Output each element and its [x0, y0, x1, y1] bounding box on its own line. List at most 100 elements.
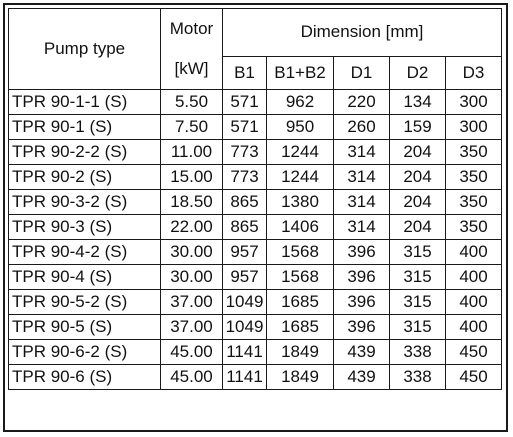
b1-b2-cell: 1685 — [266, 314, 334, 340]
b1-b2-cell: 1380 — [266, 189, 334, 215]
motor-cell: 37.00 — [160, 289, 223, 315]
b1-b2-cell: 1244 — [266, 164, 334, 190]
motor-cell: 45.00 — [160, 364, 223, 390]
b1-cell: 957 — [222, 239, 267, 265]
motor-cell: 11.00 — [160, 139, 223, 165]
table-row: TPR 90-1-1 (S) 5.50 571 962 220 134 300 — [8, 89, 502, 115]
d2-cell: 134 — [389, 89, 446, 115]
pump-type-cell: TPR 90-6-2 (S) — [8, 339, 161, 365]
b1-b2-cell: 1685 — [266, 289, 334, 315]
pump-type-cell: TPR 90-1 (S) — [8, 114, 161, 140]
d1-cell: 314 — [333, 164, 390, 190]
d1-cell: 439 — [333, 364, 390, 390]
motor-cell: 18.50 — [160, 189, 223, 215]
d1-cell: 314 — [333, 214, 390, 240]
d2-cell: 315 — [389, 239, 446, 265]
motor-cell: 22.00 — [160, 214, 223, 240]
table-body: TPR 90-1-1 (S) 5.50 571 962 220 134 300 TPR 90-… — [8, 89, 502, 390]
motor-cell: 5.50 — [160, 89, 223, 115]
d2-cell: 204 — [389, 189, 446, 215]
d3-cell: 350 — [445, 139, 502, 165]
d1-cell: 314 — [333, 189, 390, 215]
d2-cell: 204 — [389, 164, 446, 190]
pump-type-cell: TPR 90-4 (S) — [8, 264, 161, 290]
motor-cell: 30.00 — [160, 264, 223, 290]
d3-cell: 300 — [445, 89, 502, 115]
d3-cell: 400 — [445, 264, 502, 290]
table-row: TPR 90-6 (S) 45.00 1141 1849 439 338 450 — [8, 364, 502, 390]
d3-cell: 350 — [445, 189, 502, 215]
d1-cell: 396 — [333, 239, 390, 265]
d2-cell: 338 — [389, 364, 446, 390]
d3-cell: 450 — [445, 364, 502, 390]
header-b1-b2: B1+B2 — [266, 55, 334, 91]
table-row: TPR 90-3-2 (S) 18.50 865 1380 314 204 350 — [8, 189, 502, 215]
motor-cell: 45.00 — [160, 339, 223, 365]
d1-cell: 396 — [333, 314, 390, 340]
pump-type-cell: TPR 90-2-2 (S) — [8, 139, 161, 165]
motor-cell: 15.00 — [160, 164, 223, 190]
pump-type-cell: TPR 90-6 (S) — [8, 364, 161, 390]
d1-cell: 439 — [333, 339, 390, 365]
table-row: TPR 90-5 (S) 37.00 1049 1685 396 315 400 — [8, 314, 502, 340]
header-pump-type: Pump type — [8, 8, 161, 90]
d2-cell: 315 — [389, 314, 446, 340]
b1-cell: 1141 — [222, 339, 267, 365]
b1-b2-cell: 1244 — [266, 139, 334, 165]
b1-b2-cell: 1568 — [266, 239, 334, 265]
pump-type-cell: TPR 90-5 (S) — [8, 314, 161, 340]
header-motor-unit: [kW] — [174, 59, 209, 78]
d3-cell: 350 — [445, 214, 502, 240]
table-row: TPR 90-4 (S) 30.00 957 1568 396 315 400 — [8, 264, 502, 290]
pump-type-cell: TPR 90-3-2 (S) — [8, 189, 161, 215]
b1-cell: 1049 — [222, 314, 267, 340]
header-d3: D3 — [445, 55, 502, 91]
d3-cell: 400 — [445, 314, 502, 340]
table-row: TPR 90-5-2 (S) 37.00 1049 1685 396 315 400 — [8, 289, 502, 315]
b1-cell: 571 — [222, 89, 267, 115]
d1-cell: 314 — [333, 139, 390, 165]
header-motor-label: Motor — [169, 19, 214, 38]
d3-cell: 450 — [445, 339, 502, 365]
d3-cell: 400 — [445, 239, 502, 265]
b1-b2-cell: 950 — [266, 114, 334, 140]
header-dimension: Dimension [mm] — [222, 8, 502, 57]
pump-dimensions-table: Pump type Motor [kW] Dimension [mm] B1 B… — [8, 8, 502, 390]
b1-b2-cell: 1849 — [266, 364, 334, 390]
header-d1: D1 — [333, 55, 390, 91]
table-row: TPR 90-2 (S) 15.00 773 1244 314 204 350 — [8, 164, 502, 190]
d3-cell: 300 — [445, 114, 502, 140]
d3-cell: 350 — [445, 164, 502, 190]
d2-cell: 204 — [389, 139, 446, 165]
table-row: TPR 90-2-2 (S) 11.00 773 1244 314 204 350 — [8, 139, 502, 165]
b1-cell: 865 — [222, 214, 267, 240]
b1-cell: 1141 — [222, 364, 267, 390]
d1-cell: 220 — [333, 89, 390, 115]
b1-cell: 1049 — [222, 289, 267, 315]
pump-type-cell: TPR 90-5-2 (S) — [8, 289, 161, 315]
b1-b2-cell: 962 — [266, 89, 334, 115]
header-b1: B1 — [222, 55, 267, 91]
b1-b2-cell: 1406 — [266, 214, 334, 240]
d2-cell: 315 — [389, 289, 446, 315]
table-row: TPR 90-4-2 (S) 30.00 957 1568 396 315 400 — [8, 239, 502, 265]
motor-cell: 30.00 — [160, 239, 223, 265]
table-row: TPR 90-3 (S) 22.00 865 1406 314 204 350 — [8, 214, 502, 240]
b1-cell: 773 — [222, 139, 267, 165]
pump-type-cell: TPR 90-1-1 (S) — [8, 89, 161, 115]
b1-cell: 571 — [222, 114, 267, 140]
d2-cell: 159 — [389, 114, 446, 140]
header-motor: Motor [kW] — [160, 8, 223, 90]
motor-cell: 37.00 — [160, 314, 223, 340]
b1-b2-cell: 1568 — [266, 264, 334, 290]
b1-cell: 773 — [222, 164, 267, 190]
b1-b2-cell: 1849 — [266, 339, 334, 365]
pump-type-cell: TPR 90-4-2 (S) — [8, 239, 161, 265]
motor-cell: 7.50 — [160, 114, 223, 140]
d1-cell: 260 — [333, 114, 390, 140]
d2-cell: 204 — [389, 214, 446, 240]
table-row: TPR 90-1 (S) 7.50 571 950 260 159 300 — [8, 114, 502, 140]
d3-cell: 400 — [445, 289, 502, 315]
d2-cell: 338 — [389, 339, 446, 365]
header-d2: D2 — [389, 55, 446, 91]
